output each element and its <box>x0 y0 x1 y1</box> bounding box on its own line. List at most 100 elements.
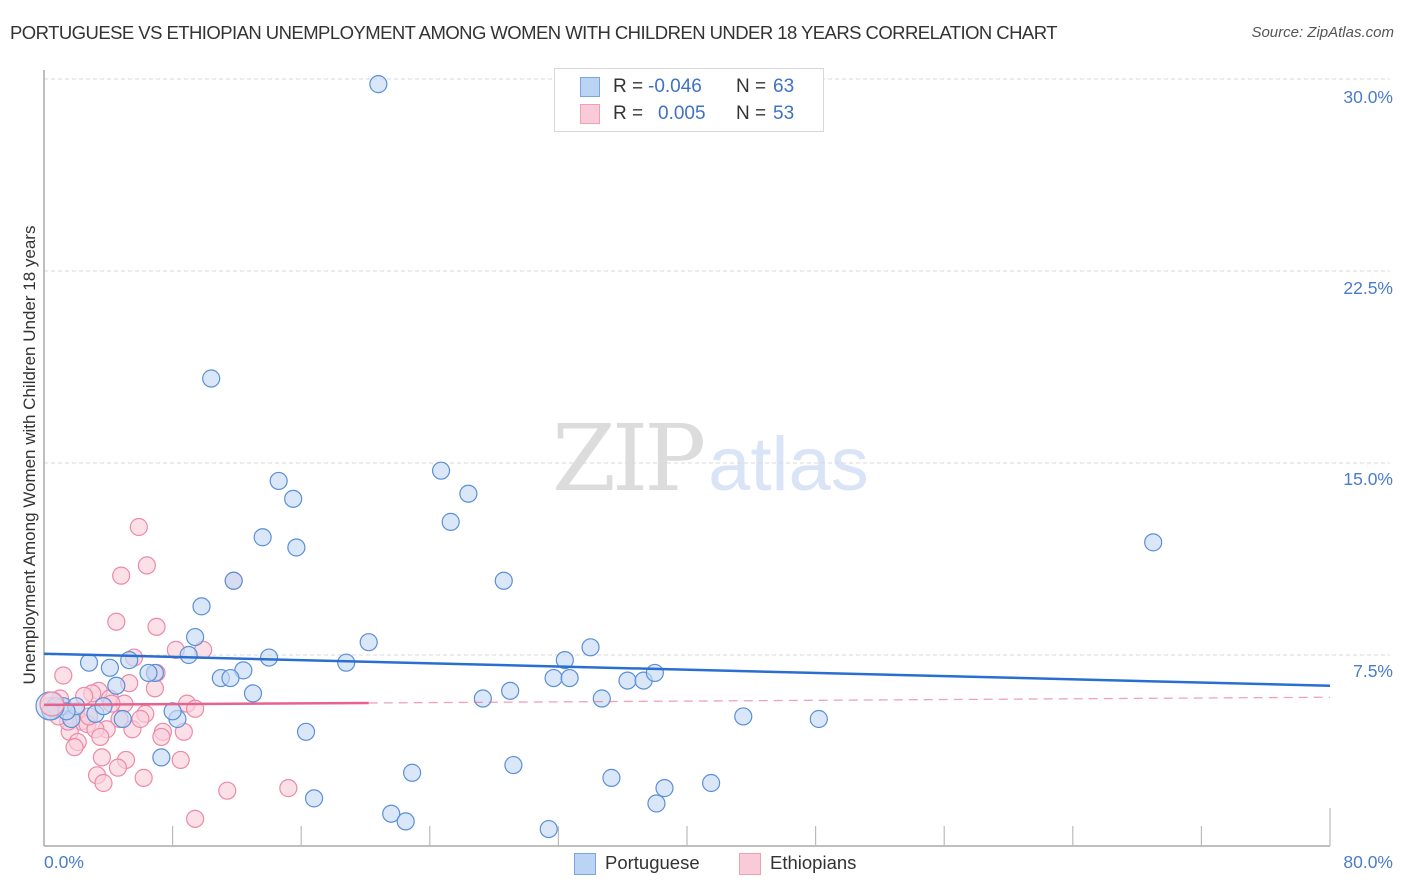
portuguese-point <box>647 794 666 813</box>
portuguese-point <box>359 633 378 652</box>
ethiopians-point <box>92 748 111 767</box>
ethiopians-point <box>112 566 131 585</box>
ethiopians-trend-line-extension <box>368 696 1331 704</box>
portuguese-point <box>494 571 513 590</box>
x-tick-80: 80.0% <box>1343 852 1393 872</box>
portuguese-point <box>179 645 198 665</box>
ethiopians-point <box>91 727 110 747</box>
portuguese-point <box>501 681 520 700</box>
y-axis-label: Unemployment Among Women with Children U… <box>20 225 39 685</box>
portuguese-point <box>809 709 828 729</box>
portuguese-point <box>284 489 303 508</box>
portuguese-point <box>581 638 600 657</box>
portuguese-point <box>304 789 324 808</box>
portuguese-point <box>163 702 182 721</box>
portuguese-point <box>337 653 356 672</box>
source-label: Source: ZipAtlas.com <box>1251 24 1394 41</box>
y-tick-7-5: 7.5% <box>1353 661 1393 681</box>
portuguese-point <box>139 663 158 683</box>
watermark: ZIPatlas <box>552 405 869 512</box>
portuguese-point <box>221 668 240 688</box>
ethiopians-point <box>171 750 190 770</box>
portuguese-point <box>645 663 664 683</box>
portuguese-point <box>618 671 637 690</box>
portuguese-point <box>1144 533 1163 552</box>
portuguese-point <box>186 627 205 647</box>
y-tick-30: 30.0% <box>1343 87 1393 107</box>
portuguese-point <box>269 471 288 491</box>
y-tick-15: 15.0% <box>1343 469 1393 489</box>
portuguese-point <box>100 658 120 677</box>
ethiopians-point <box>218 781 237 800</box>
r-label: R = <box>613 76 644 97</box>
portuguese-point <box>259 648 279 667</box>
watermark-atlas: atlas <box>708 422 869 507</box>
ethiopians-point <box>137 556 156 575</box>
portuguese-point <box>120 651 139 670</box>
y-tick-22-5: 22.5% <box>1343 278 1393 298</box>
ethiopians-point <box>134 768 153 787</box>
ethiopians-point <box>186 809 205 828</box>
portuguese-point <box>79 653 99 672</box>
portuguese-point <box>592 689 611 708</box>
legend-label: Portuguese <box>605 852 700 873</box>
ethiopians-point <box>129 517 148 537</box>
ethiopians-swatch <box>739 853 761 875</box>
chart-title: PORTUGUESE VS ETHIOPIAN UNEMPLOYMENT AMO… <box>10 22 1058 43</box>
portuguese-point <box>296 722 316 741</box>
portuguese-point <box>94 697 113 716</box>
ethiopians-point <box>147 617 166 636</box>
portuguese-point <box>702 773 721 793</box>
ethiopians-point <box>54 666 73 685</box>
portuguese-trend-line <box>43 652 1331 687</box>
ethiopians-point <box>107 612 126 631</box>
ethiopians-point <box>94 773 113 793</box>
portuguese-point <box>403 763 422 782</box>
portuguese-point <box>655 779 674 798</box>
portuguese-point <box>431 461 451 480</box>
portuguese-point <box>243 684 263 703</box>
portuguese-swatch <box>580 77 600 97</box>
ethiopians-trend-line <box>43 701 369 707</box>
x-tick-0: 0.0% <box>44 852 84 872</box>
portuguese-point <box>560 668 579 688</box>
n-label: N = <box>736 76 767 97</box>
portuguese-point <box>107 676 126 695</box>
ethiopians-point <box>145 679 165 698</box>
ethiopians-point <box>65 738 84 757</box>
portuguese-point <box>202 369 221 388</box>
portuguese-point <box>253 528 272 547</box>
ethiopians-point <box>152 727 171 747</box>
r-value: 0.005 <box>658 103 706 124</box>
portuguese-point <box>602 768 621 787</box>
portuguese-point <box>473 689 492 708</box>
r-value: -0.046 <box>648 76 702 97</box>
portuguese-point <box>224 571 243 590</box>
portuguese-swatch <box>574 853 596 875</box>
portuguese-point <box>369 75 388 94</box>
watermark-zip: ZIP <box>552 405 706 512</box>
portuguese-point <box>287 538 306 557</box>
portuguese-point <box>192 597 211 616</box>
n-value: 53 <box>773 103 795 124</box>
r-label: R = <box>613 103 644 124</box>
n-value: 63 <box>773 76 795 97</box>
portuguese-point <box>152 748 171 767</box>
ethiopians-point <box>131 709 150 729</box>
portuguese-point <box>396 812 415 831</box>
ethiopians-point <box>108 758 128 777</box>
n-label: N = <box>736 103 767 124</box>
legend-label: Ethiopians <box>770 852 857 873</box>
correlation-legend: R = -0.046 N = 63 R = 0.005 N = 53 <box>554 68 824 132</box>
portuguese-point <box>382 804 401 823</box>
portuguese-point <box>539 819 558 839</box>
portuguese-point <box>504 755 523 775</box>
portuguese-point <box>459 484 478 503</box>
portuguese-point <box>544 668 563 688</box>
portuguese-point <box>113 709 132 729</box>
ethiopians-point <box>279 779 298 798</box>
ethiopians-swatch <box>580 104 600 124</box>
portuguese-point <box>734 707 753 726</box>
portuguese-point <box>441 512 460 531</box>
